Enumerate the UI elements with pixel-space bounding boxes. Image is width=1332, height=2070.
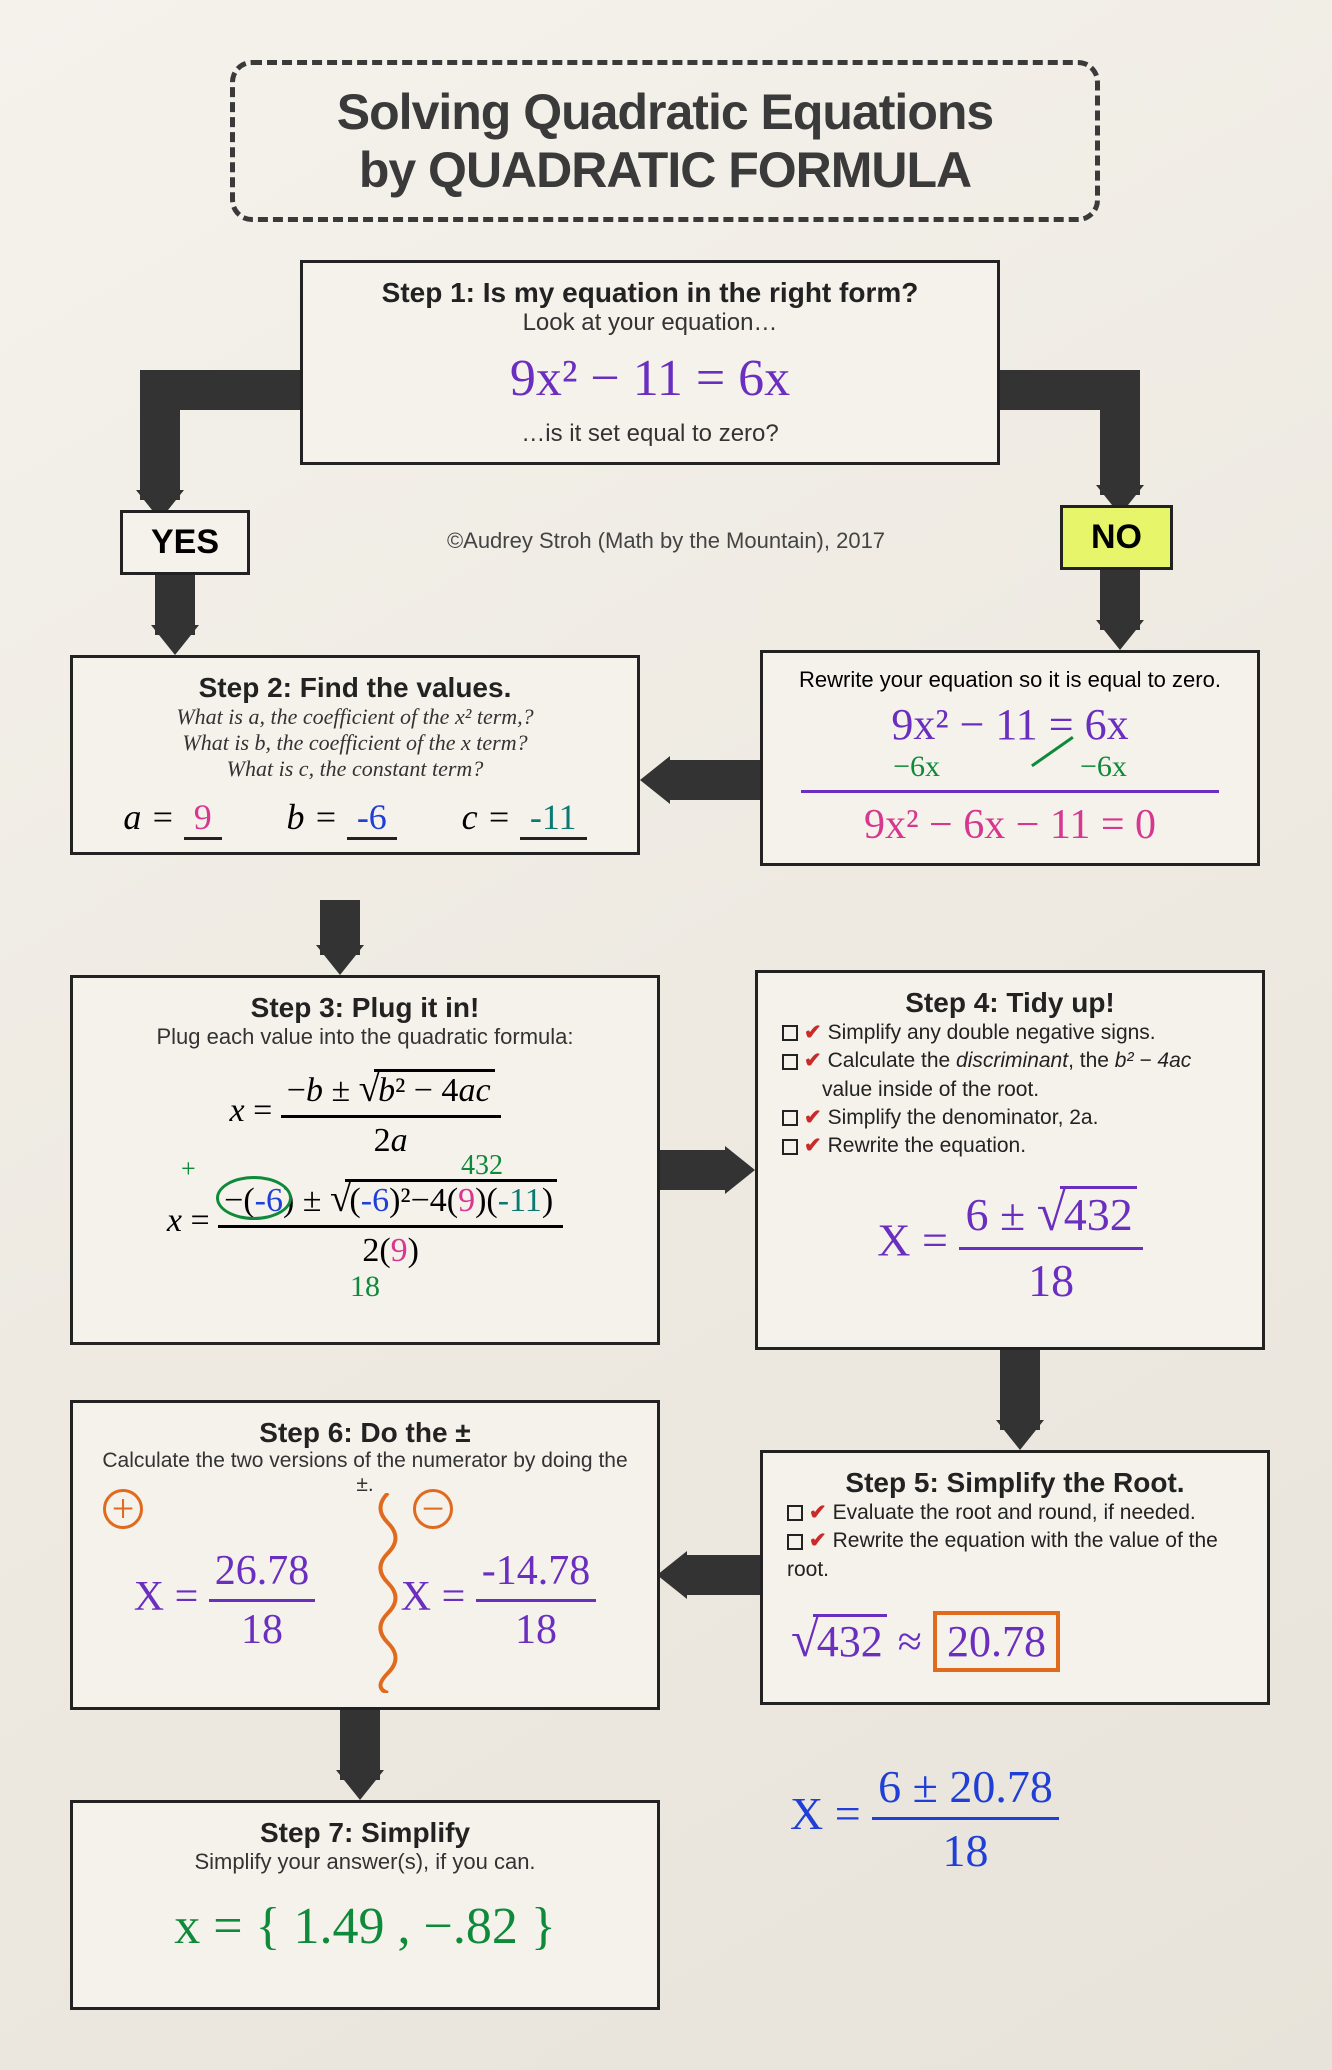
step1-title: Step 1: Is my equation in the right form…	[321, 277, 979, 309]
arrow-head	[1096, 620, 1144, 650]
step2-box: Step 2: Find the values. What is a, the …	[70, 655, 640, 855]
step6-box: Step 6: Do the ± Calculate the two versi…	[70, 1400, 660, 1710]
title-line1: Solving Quadratic Equations	[265, 83, 1065, 141]
step6-results: X = 26.7818 X = -14.7818	[91, 1547, 639, 1654]
step4-title: Step 4: Tidy up!	[776, 987, 1244, 1019]
step6-sub: Calculate the two versions of the numera…	[91, 1449, 639, 1497]
step4-b4: ✔Rewrite the equation.	[776, 1132, 1244, 1160]
step3-plugged: + 432 x = −(-6) ± √(-6)²−4(9)(-11) 2(9) …	[91, 1176, 639, 1304]
rewrite-line1: 9x² − 11 = 6x	[781, 699, 1239, 750]
arrow-seg	[1100, 370, 1140, 495]
rewrite-result: 9x² − 6x − 11 = 0	[781, 801, 1239, 849]
step4-b2: ✔Calculate the discriminant, the b² − 4a…	[776, 1047, 1244, 1075]
step2-values: a = 9 b = -6 c = -11	[91, 796, 619, 838]
arrow-seg	[1000, 1350, 1040, 1430]
step5-title: Step 5: Simplify the Root.	[781, 1467, 1249, 1499]
step6-title: Step 6: Do the ±	[91, 1417, 639, 1449]
arrow-head	[657, 1551, 687, 1599]
step4-box: Step 4: Tidy up! ✔Simplify any double ne…	[755, 970, 1265, 1350]
arrow-seg	[140, 370, 180, 500]
step3-sub: Plug each value into the quadratic formu…	[91, 1024, 639, 1050]
arrow-seg	[685, 1555, 760, 1595]
arrow-head	[151, 625, 199, 655]
step2-title: Step 2: Find the values.	[91, 672, 619, 704]
rewrite-title: Rewrite your equation so it is equal to …	[781, 667, 1239, 693]
step5-b1: ✔Evaluate the root and round, if needed.	[781, 1499, 1249, 1527]
step4-result: X = 6 ± √43218	[776, 1183, 1244, 1307]
step2-q3: What is c, the constant term?	[91, 756, 619, 782]
rewrite-box: Rewrite your equation so it is equal to …	[760, 650, 1260, 866]
step3-title: Step 3: Plug it in!	[91, 992, 639, 1024]
worksheet-sheet: Solving Quadratic Equations by QUADRATIC…	[0, 0, 1332, 2070]
squiggle-divider	[373, 1493, 403, 1693]
arrow-seg	[180, 370, 300, 410]
arrow-seg	[660, 1150, 730, 1190]
step7-sub: Simplify your answer(s), if you can.	[91, 1849, 639, 1875]
arrow-head	[316, 945, 364, 975]
step4-b1: ✔Simplify any double negative signs.	[776, 1019, 1244, 1047]
step5-box: Step 5: Simplify the Root. ✔Evaluate the…	[760, 1450, 1270, 1705]
step7-box: Step 7: Simplify Simplify your answer(s)…	[70, 1800, 660, 2010]
step1-box: Step 1: Is my equation in the right form…	[300, 260, 1000, 465]
step7-answer: x = { 1.49 , −.82 }	[91, 1897, 639, 1956]
title-line2: by QUADRATIC FORMULA	[265, 141, 1065, 199]
arrow-seg	[668, 760, 760, 800]
step2-q1: What is a, the coefficient of the x² ter…	[91, 704, 619, 730]
rewrite-line2: −6x −6x	[781, 750, 1239, 784]
arrow-head	[725, 1146, 755, 1194]
step5-root: √432 ≈ 20.78	[781, 1610, 1249, 1668]
step7-title: Step 7: Simplify	[91, 1817, 639, 1849]
title-box: Solving Quadratic Equations by QUADRATIC…	[230, 60, 1100, 222]
minus-icon: −	[413, 1489, 453, 1529]
step5-b2: ✔Rewrite the equation with the value of …	[781, 1527, 1249, 1584]
step4-b2b: value inside of the root.	[776, 1076, 1244, 1104]
plus-icon: +	[103, 1489, 143, 1529]
step5-eq: X = 6 ± 20.7818	[790, 1760, 1059, 1877]
copyright: ©Audrey Stroh (Math by the Mountain), 20…	[0, 528, 1332, 554]
step3-formula: x = −b ± √b² − 4ac2a	[91, 1066, 639, 1160]
step3-box: Step 3: Plug it in! Plug each value into…	[70, 975, 660, 1345]
step1-sub2: …is it set equal to zero?	[321, 420, 979, 448]
arrow-head	[336, 1770, 384, 1800]
step2-q2: What is b, the coefficient of the x term…	[91, 730, 619, 756]
step4-b3: ✔Simplify the denominator, 2a.	[776, 1104, 1244, 1132]
arrow-head	[640, 756, 670, 804]
step1-equation: 9x² − 11 = 6x	[321, 349, 979, 408]
step1-sub1: Look at your equation…	[321, 309, 979, 337]
arrow-head	[996, 1420, 1044, 1450]
